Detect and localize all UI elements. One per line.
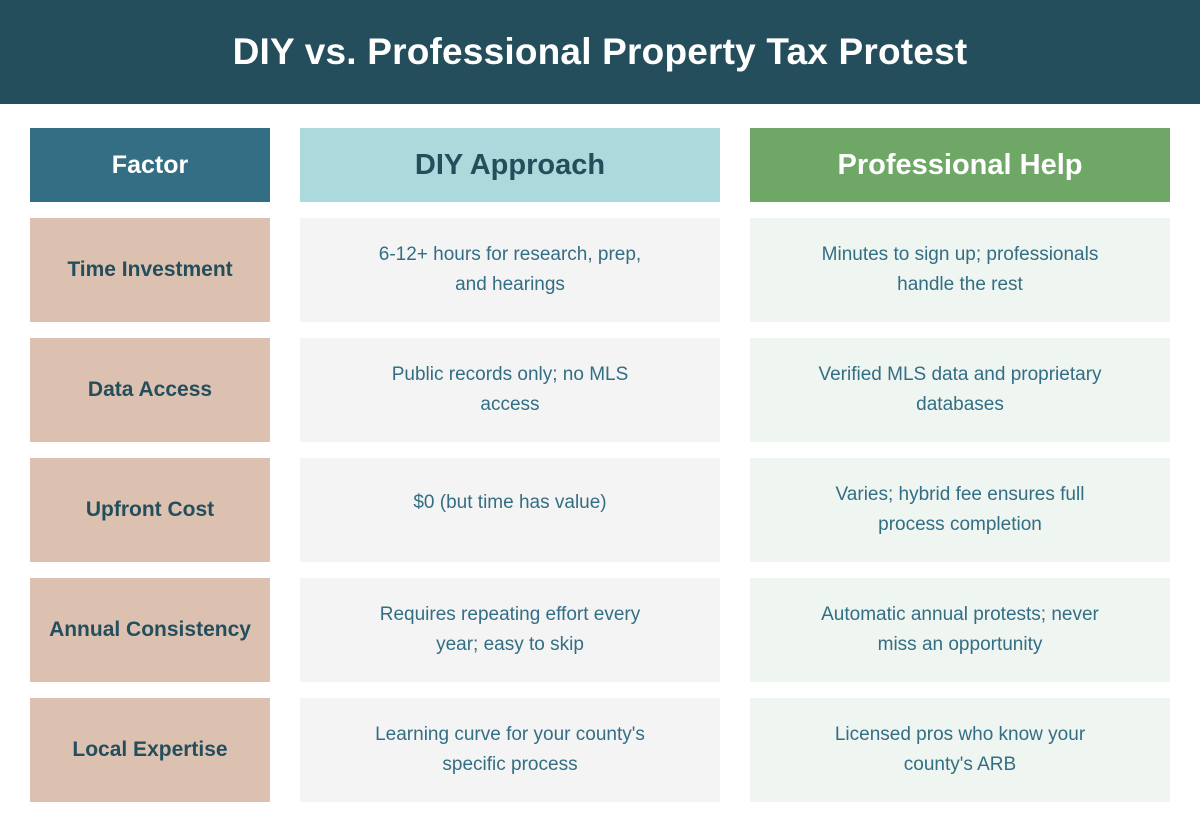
diy-local-expertise: Learning curve for your county's specifi… bbox=[300, 698, 720, 802]
factor-upfront-cost: Upfront Cost bbox=[30, 458, 270, 562]
pro-data-access: Verified MLS data and proprietary databa… bbox=[750, 338, 1170, 442]
diy-upfront-cost: $0 (but time has value) bbox=[300, 458, 720, 562]
column-header-diy: DIY Approach bbox=[300, 128, 720, 202]
pro-upfront-cost: Varies; hybrid fee ensures full process … bbox=[750, 458, 1170, 562]
pro-time-investment: Minutes to sign up; professionals handle… bbox=[750, 218, 1170, 322]
column-header-professional: Professional Help bbox=[750, 128, 1170, 202]
factor-time-investment: Time Investment bbox=[30, 218, 270, 322]
pro-annual-consistency: Automatic annual protests; never miss an… bbox=[750, 578, 1170, 682]
diy-annual-consistency: Requires repeating effort every year; ea… bbox=[300, 578, 720, 682]
title-bar: DIY vs. Professional Property Tax Protes… bbox=[0, 0, 1200, 104]
factor-local-expertise: Local Expertise bbox=[30, 698, 270, 802]
factor-data-access: Data Access bbox=[30, 338, 270, 442]
diy-time-investment: 6-12+ hours for research, prep, and hear… bbox=[300, 218, 720, 322]
diy-data-access: Public records only; no MLS access bbox=[300, 338, 720, 442]
column-header-factor: Factor bbox=[30, 128, 270, 202]
factor-annual-consistency: Annual Consistency bbox=[30, 578, 270, 682]
pro-local-expertise: Licensed pros who know your county's ARB bbox=[750, 698, 1170, 802]
page-title: DIY vs. Professional Property Tax Protes… bbox=[232, 31, 968, 72]
